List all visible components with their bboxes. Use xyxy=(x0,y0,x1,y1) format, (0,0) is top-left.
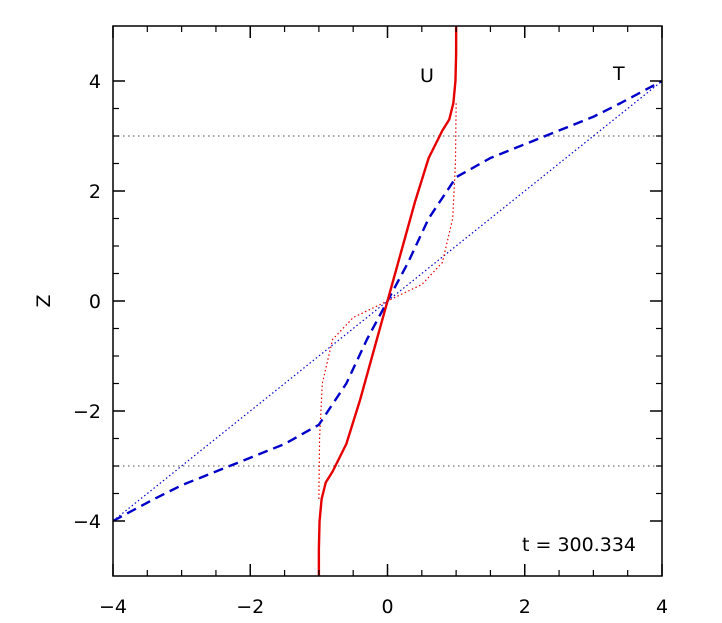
x-tick-label: −2 xyxy=(236,596,264,618)
x-tick-label: −4 xyxy=(99,596,127,618)
y-axis-label: Z xyxy=(33,294,55,307)
y-tick-label: 4 xyxy=(89,71,101,93)
annotation-time: t = 300.334 xyxy=(522,534,636,556)
annotation-u: U xyxy=(420,65,434,87)
annotation-t: T xyxy=(612,63,625,85)
axis-ticks xyxy=(112,26,663,576)
y-tick-label: 2 xyxy=(89,181,101,203)
x-tick-label: 4 xyxy=(656,596,668,618)
series-line-t-initial xyxy=(112,80,663,522)
y-tick-label: −2 xyxy=(73,401,101,423)
reference-lines xyxy=(113,135,662,467)
tick-labels: −4 −2 0 2 4 −4 −2 0 2 4 xyxy=(73,71,668,618)
y-tick-label: 0 xyxy=(89,291,101,313)
y-tick-label: −4 xyxy=(73,511,101,533)
series-line-u xyxy=(317,26,458,576)
x-tick-label: 2 xyxy=(519,596,531,618)
x-tick-label: 0 xyxy=(381,596,393,618)
series-layer xyxy=(112,26,663,576)
